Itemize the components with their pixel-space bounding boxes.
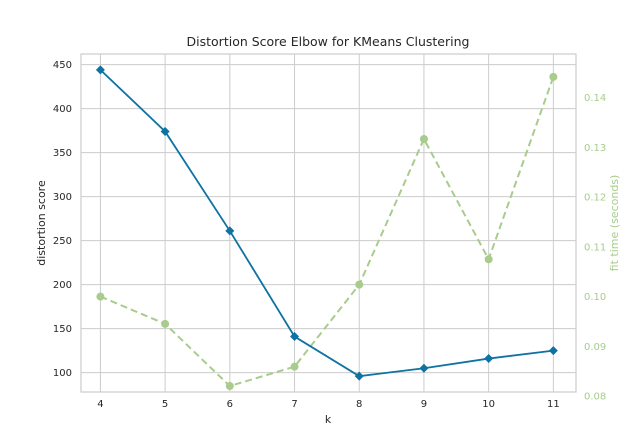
fit-time-point [161,319,170,328]
y2-tick-label: 0.10 [584,292,606,303]
y-axis-label: distortion score [35,180,48,266]
fit-time-line [100,76,555,388]
y-tick-label: 450 [53,60,72,71]
y-axis-ticks: 100 150 200 250 300 350 400 450 [53,60,72,379]
distortion-point [354,371,364,381]
x-tick-label: 7 [291,399,297,410]
x-tick-label: 9 [421,399,427,410]
fit-time-point [355,280,364,289]
fit-time-series [96,72,558,391]
y2-axis-label: fit time (seconds) [608,175,621,272]
y-tick-label: 100 [53,368,72,379]
y2-tick-label: 0.14 [584,93,606,104]
y-tick-label: 200 [53,280,72,291]
y-tick-label: 400 [53,104,72,115]
y2-tick-label: 0.12 [584,193,606,204]
distortion-point [225,226,235,236]
distortion-point [290,332,300,342]
y-tick-label: 300 [53,192,72,203]
chart-title: Distortion Score Elbow for KMeans Cluste… [187,34,470,49]
distortion-point [484,354,494,364]
plot-frame [80,53,577,393]
y2-tick-label: 0.11 [584,242,606,253]
distortion-point [419,363,429,373]
distortion-point [160,126,170,136]
x-tick-label: 6 [227,399,233,410]
y-tick-label: 250 [53,236,72,247]
fit-time-point [549,72,558,81]
fit-time-point [225,382,234,391]
y2-tick-label: 0.13 [584,143,606,154]
distortion-point [95,65,105,75]
distortion-point [548,346,558,356]
distortion-series [95,65,558,381]
x-tick-label: 11 [547,399,560,410]
grid-lines [81,54,576,392]
y2-axis-ticks: 0.08 0.09 0.10 0.11 0.12 0.13 0.14 [584,93,606,402]
y-tick-label: 150 [53,324,72,335]
x-tick-label: 8 [356,399,362,410]
y2-tick-label: 0.08 [584,391,606,402]
x-axis-label: k [325,413,332,426]
y-tick-label: 350 [53,148,72,159]
x-tick-label: 5 [162,399,168,410]
x-tick-label: 10 [482,399,495,410]
fit-time-point [290,362,299,371]
fit-time-point [96,292,105,301]
fit-time-point [419,134,428,143]
x-axis-ticks: 4 5 6 7 8 9 10 11 [97,399,559,410]
fit-time-point [484,255,493,264]
y2-tick-label: 0.09 [584,342,606,353]
distortion-line [99,69,554,378]
x-tick-label: 4 [97,399,103,410]
